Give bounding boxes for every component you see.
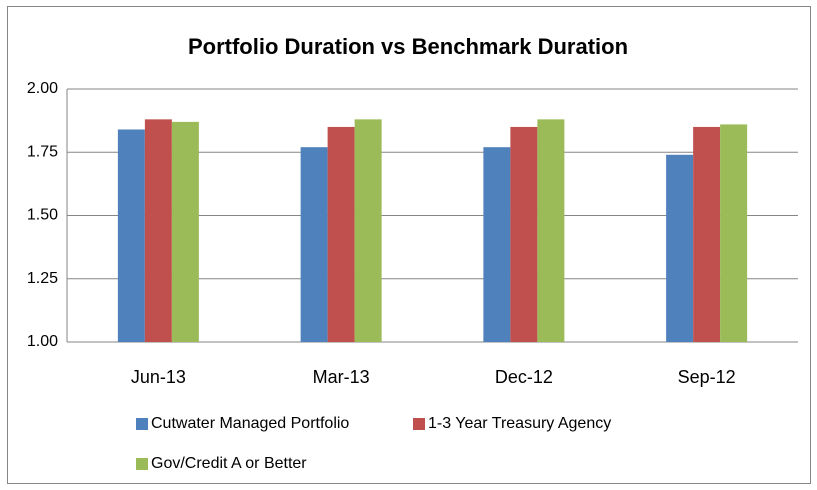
x-tick-label: Mar-13: [313, 367, 370, 387]
bar: [327, 126, 355, 342]
x-tick-label: Sep-12: [678, 367, 736, 387]
bar: [510, 126, 538, 342]
bar: [537, 119, 565, 342]
bar: [144, 119, 172, 342]
legend-swatch: [136, 458, 148, 470]
y-tick-label: 1.50: [27, 207, 58, 224]
legend-swatch: [413, 418, 425, 430]
legend-label: Cutwater Managed Portfolio: [151, 415, 349, 432]
legend-label: 1-3 Year Treasury Agency: [428, 415, 611, 432]
bar: [720, 124, 748, 342]
x-tick-label: Dec-12: [495, 367, 553, 387]
y-tick-label: 1.25: [27, 270, 58, 287]
y-tick-label: 2.00: [27, 80, 58, 97]
bar: [300, 147, 328, 342]
bar: [483, 147, 511, 342]
bar: [693, 126, 721, 342]
bar: [171, 121, 199, 342]
chart-title: Portfolio Duration vs Benchmark Duration: [188, 34, 628, 59]
legend-swatch: [136, 418, 148, 430]
bar: [666, 154, 694, 342]
bar: [354, 119, 382, 342]
y-tick-label: 1.75: [27, 143, 58, 160]
y-tick-label: 1.00: [27, 333, 58, 350]
legend-label: Gov/Credit A or Better: [151, 455, 307, 472]
bar: [117, 129, 145, 342]
x-tick-label: Jun-13: [131, 367, 186, 387]
